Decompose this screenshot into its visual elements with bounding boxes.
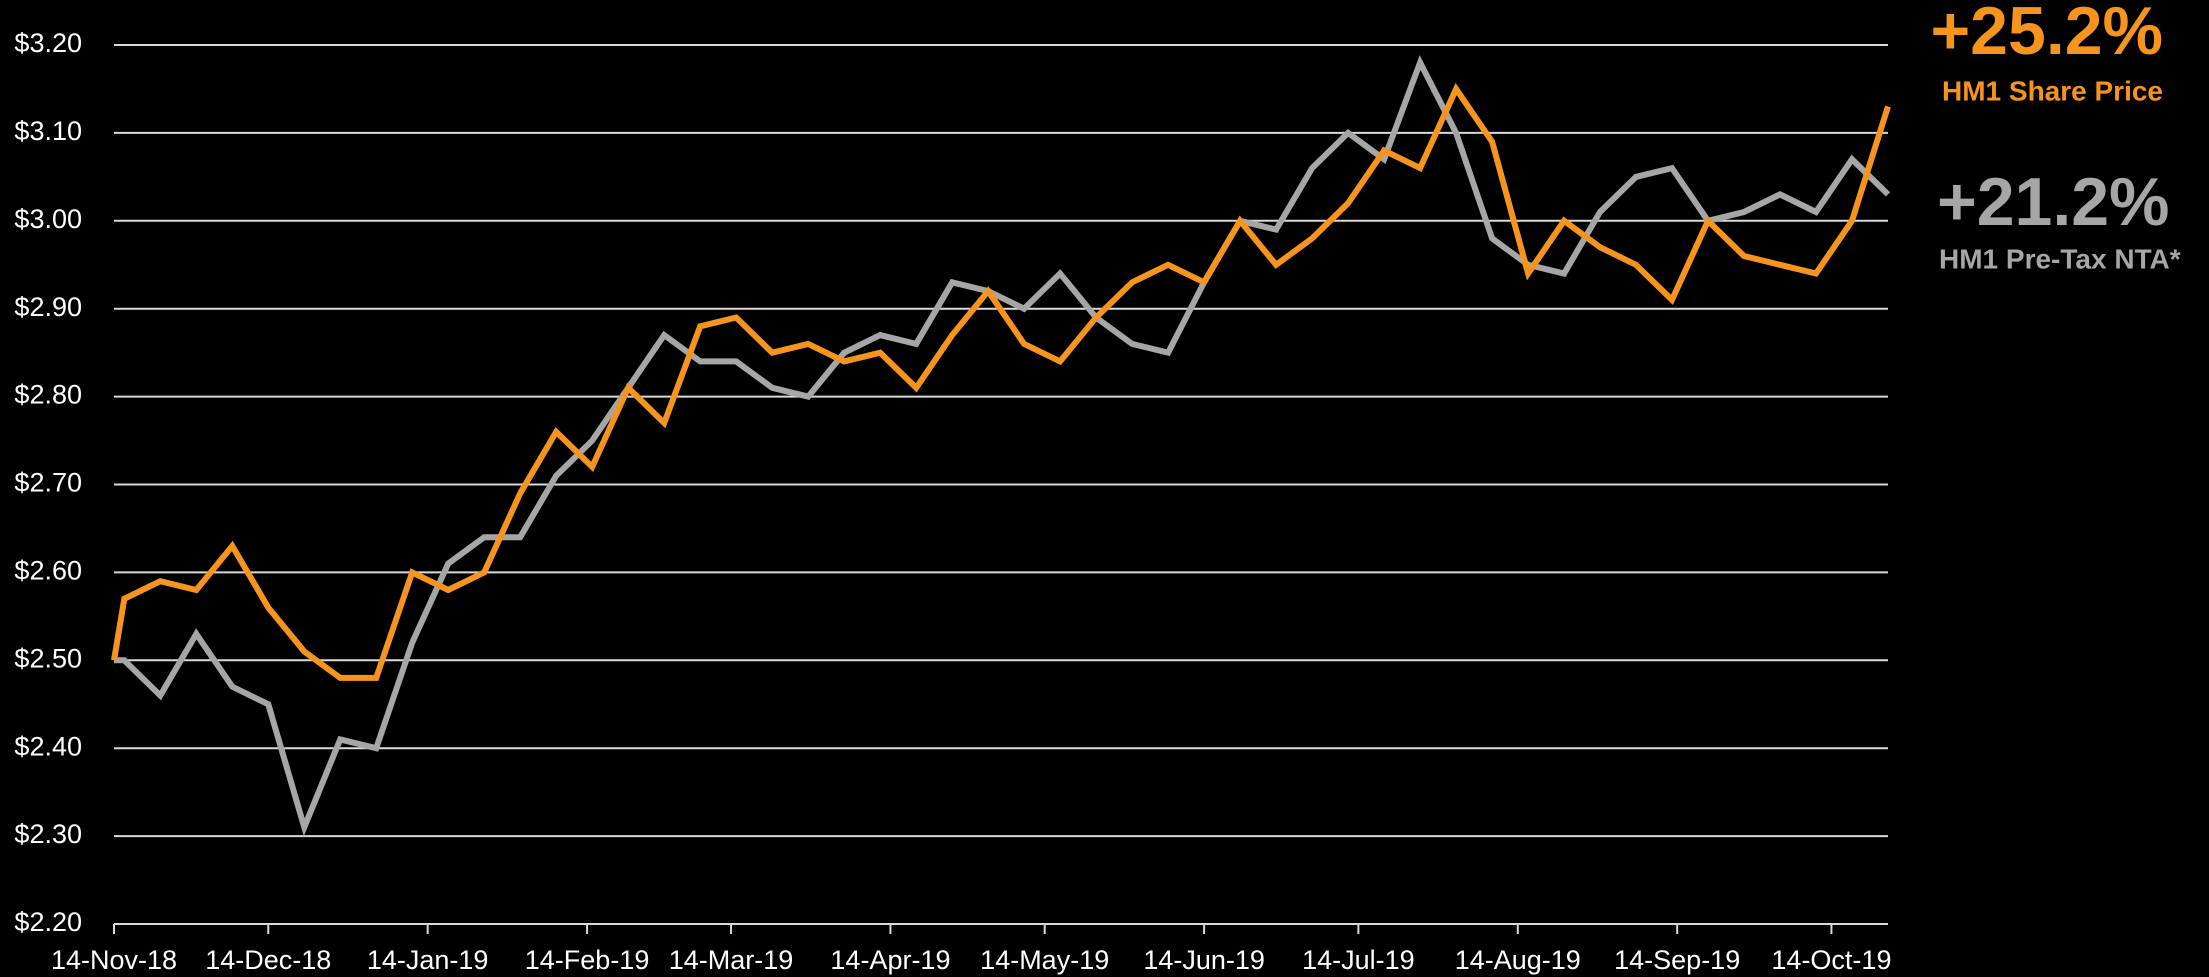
x-tick-label: 14-Dec-18 — [205, 945, 331, 975]
x-tick-label: 14-Aug-19 — [1455, 945, 1581, 975]
x-tick-label: 14-Oct-19 — [1771, 945, 1891, 975]
series-line — [111, 82, 1891, 681]
x-tick-label: 14-Feb-19 — [525, 945, 650, 975]
x-tick-label: 14-Jun-19 — [1143, 945, 1265, 975]
x-tick-label: 14-Nov-18 — [51, 945, 177, 975]
x-tick-label: 14-Apr-19 — [830, 945, 950, 975]
x-tick-label: 14-Jul-19 — [1302, 945, 1415, 975]
x-tick-label: 14-Sep-19 — [1614, 945, 1740, 975]
legend-label: HM1 Share Price — [1942, 75, 2163, 106]
y-tick-label: $2.70 — [14, 468, 82, 498]
x-tick-label: 14-Jan-19 — [367, 945, 489, 975]
y-tick-label: $3.10 — [14, 116, 82, 146]
x-tick-label: 14-May-19 — [980, 945, 1109, 975]
y-tick-label: $2.30 — [14, 819, 82, 849]
y-tick-label: $2.40 — [14, 731, 82, 761]
x-tick-label: 14-Mar-19 — [669, 945, 794, 975]
change-label: +25.2% — [1930, 0, 2163, 69]
change-label: +21.2% — [1937, 164, 2170, 240]
y-tick-label: $2.90 — [14, 292, 82, 322]
series-line — [114, 55, 1891, 837]
y-tick-label: $2.60 — [14, 556, 82, 586]
y-tick-label: $2.80 — [14, 380, 82, 410]
y-tick-label: $3.00 — [14, 204, 82, 234]
legend-label: HM1 Pre-Tax NTA* — [1939, 243, 2181, 274]
y-tick-label: $2.50 — [14, 643, 82, 673]
y-tick-label: $3.20 — [14, 28, 82, 58]
y-tick-label: $2.20 — [14, 907, 82, 937]
